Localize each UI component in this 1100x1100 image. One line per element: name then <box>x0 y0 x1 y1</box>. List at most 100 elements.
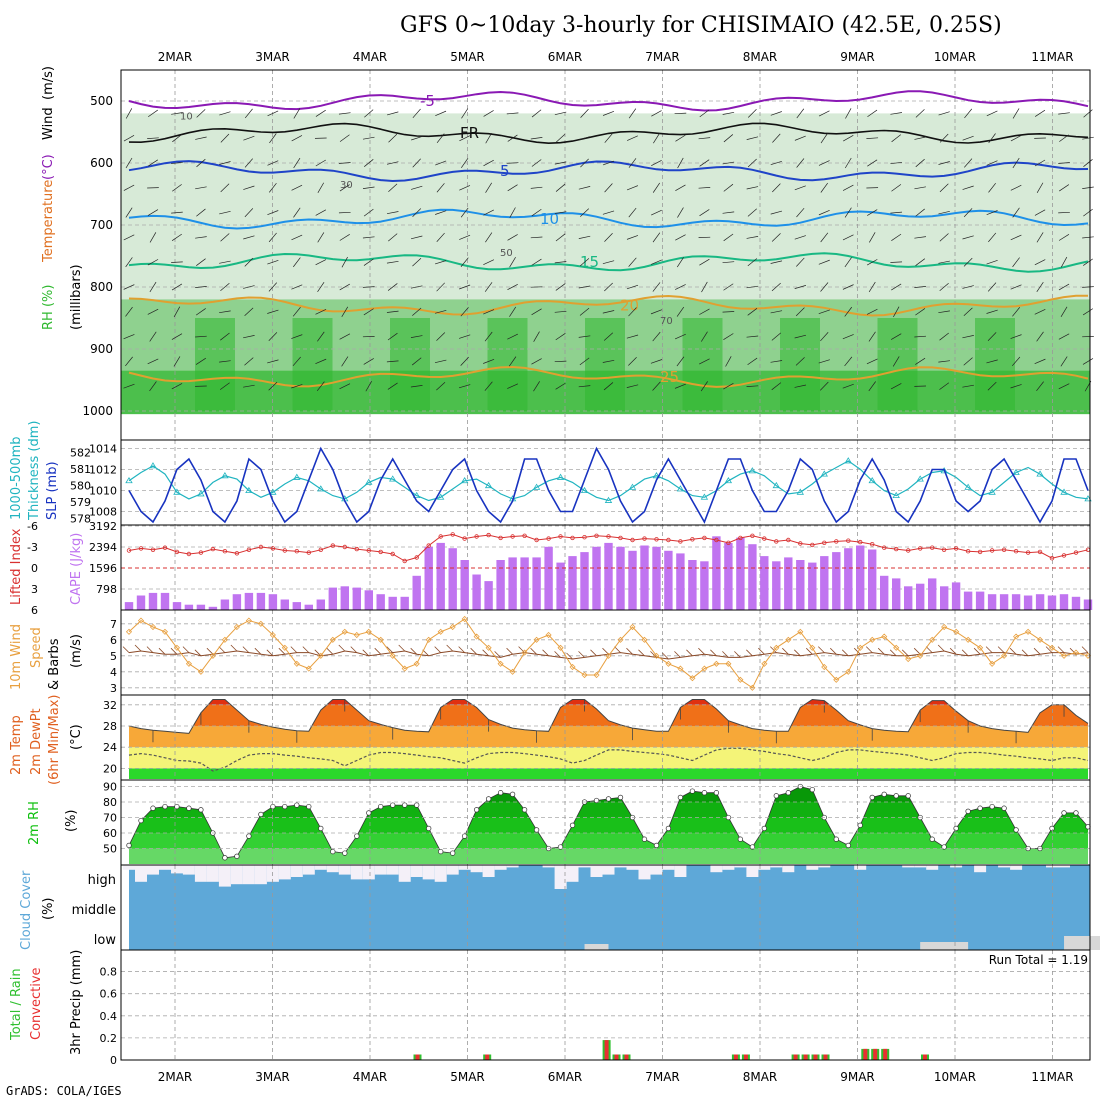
rh-marker <box>893 793 899 799</box>
high-cloud-bar <box>494 865 507 870</box>
surface-wind-barb <box>266 649 274 657</box>
wind-barb <box>315 259 327 266</box>
wind-speed-marker <box>929 636 936 643</box>
rh-marker <box>653 842 660 849</box>
cape-bar <box>520 557 529 610</box>
cape-bar <box>712 536 721 610</box>
wind-speed-marker <box>941 623 948 631</box>
thickness-marker <box>365 478 373 485</box>
wind-barb <box>555 233 566 242</box>
wind-barb <box>1010 234 1022 241</box>
rh-marker <box>857 822 863 828</box>
wind-barb <box>363 208 374 217</box>
rh-band <box>129 848 1088 864</box>
li-marker <box>798 541 803 546</box>
wind-barb <box>675 234 686 241</box>
wind-barb <box>147 187 159 189</box>
wind-barb <box>939 133 949 143</box>
dewpt-axis-label: 2m DewPt <box>29 708 44 775</box>
rh-marker <box>665 825 672 832</box>
wind-barb <box>555 183 566 192</box>
slp-tick-label: 1014 <box>89 443 117 456</box>
wind-barb <box>485 132 492 144</box>
surface-wind-barb <box>530 647 537 655</box>
wind-speed-marker <box>653 652 660 659</box>
wind-barb <box>220 133 230 143</box>
wind-barb <box>386 211 399 215</box>
cape-bar <box>999 594 1009 610</box>
wind-barb <box>820 232 829 243</box>
wind-barb <box>1082 336 1094 338</box>
precip-convective-bar <box>823 1054 828 1060</box>
bottom-day-label: 9MAR <box>840 1070 875 1084</box>
high-cloud-bar <box>998 865 1011 868</box>
rh-marker <box>845 842 851 849</box>
wind-barb <box>507 184 518 192</box>
wind-barb <box>602 110 615 116</box>
wind-barb <box>842 383 854 389</box>
rh-contour-label: 70 <box>660 316 673 327</box>
lifted-index-axis-label: Lifted Index <box>9 528 24 605</box>
wind-barb <box>651 160 662 166</box>
wind-barb <box>602 210 615 215</box>
temp-band <box>129 747 1088 769</box>
li-marker <box>390 551 395 557</box>
precip-panel: 0.8 0.6 0.4 0.2 0 Run Total = 1.19 Total / Rai… <box>9 949 1091 1067</box>
li-marker <box>534 537 539 543</box>
wind-barb <box>555 283 566 291</box>
wind-barb <box>723 183 734 192</box>
isotherm-label: 10 <box>540 210 559 228</box>
wind-barb <box>410 285 423 289</box>
wind-speed-marker <box>605 652 612 659</box>
cape-bar <box>784 557 793 610</box>
temp-band <box>129 704 1088 726</box>
wind-barb <box>293 257 301 268</box>
li-marker <box>282 548 287 553</box>
wind-barb <box>722 161 735 165</box>
wind-speed-marker <box>581 671 588 679</box>
surface-wind-barb <box>302 646 310 653</box>
wind-barb <box>987 332 997 342</box>
high-cloud-bar <box>638 865 651 880</box>
wind-barb <box>915 258 926 266</box>
wind-barb <box>604 133 613 143</box>
wind-speed-marker <box>569 663 576 671</box>
li-marker <box>786 537 791 543</box>
wind-barb <box>723 134 734 143</box>
surface-wind-barb <box>758 647 765 655</box>
wind-unit-label: (m/s) <box>41 66 56 100</box>
wind-barb <box>219 382 230 390</box>
wind-barb <box>459 284 471 290</box>
wind-barb <box>269 133 277 144</box>
rh-marker <box>509 791 516 797</box>
wind-barb <box>173 306 181 318</box>
cloud-level-label: high <box>88 873 116 888</box>
thickness-marker <box>269 488 277 495</box>
wind-speed-marker <box>281 644 288 651</box>
precip-tick-label: 0.6 <box>100 988 118 1001</box>
wind-barb <box>893 306 900 318</box>
thickness-marker <box>892 491 900 498</box>
rh-moist-patch <box>877 318 918 411</box>
cape-bar <box>496 560 505 610</box>
thickness-marker <box>173 488 181 495</box>
wind-barb <box>746 136 759 140</box>
precip-convective-bar <box>793 1054 798 1060</box>
thickness-marker <box>772 481 781 489</box>
wind-barb <box>892 356 900 367</box>
li-marker <box>378 549 383 555</box>
wind-barb <box>243 335 255 339</box>
wind-barb <box>388 183 398 192</box>
wind-barb <box>938 360 950 363</box>
high-cloud-bar <box>290 865 303 877</box>
wind-barb <box>507 234 518 241</box>
temp-2m-panel: 32 28 24 20 2m Temp 2m DewPt (6hr Min/Max) (°C) <box>9 694 1091 785</box>
wind-speed-marker <box>881 633 888 640</box>
thickness-marker <box>1012 468 1020 475</box>
wind-barb <box>195 236 207 239</box>
wind-barb <box>1011 356 1021 367</box>
wind-speed-marker <box>329 636 336 643</box>
wind-barb <box>987 381 997 391</box>
wind-barb <box>434 309 447 314</box>
wind-speed-label: Speed <box>29 627 44 668</box>
